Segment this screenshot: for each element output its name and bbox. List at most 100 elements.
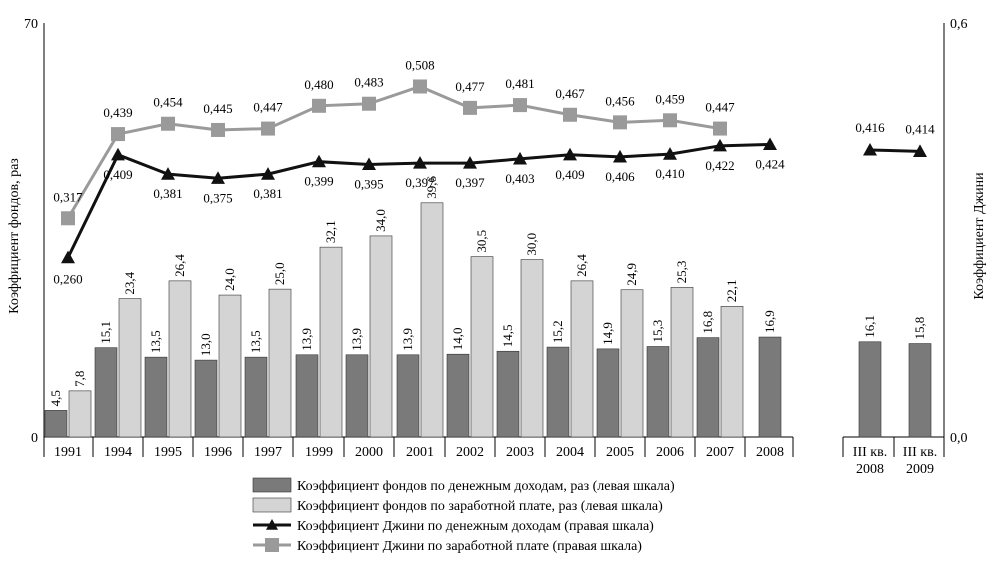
category-label: 1997: [254, 445, 282, 460]
right-tick-max: 0,6: [950, 17, 968, 32]
gini-money-income-marker: [362, 157, 376, 171]
bar-label-money-income: 16,8: [700, 311, 715, 334]
gini-money-income-label: 0,422: [705, 158, 734, 173]
category-label: 1999: [305, 445, 333, 460]
bar-label-money-income: 4,5: [48, 390, 63, 406]
bar-money-income: [446, 353, 470, 438]
gini-money-income-label: 0,410: [655, 166, 684, 181]
gini-wages-marker: [713, 121, 727, 136]
bar-label-wages: 24,0: [222, 268, 237, 291]
bar-money-income: [144, 356, 168, 438]
bar-label-money-income: 13,5: [148, 330, 163, 353]
legend: Коэффициент фондов по денежным доходам, …: [252, 477, 675, 554]
bar-money-income: [295, 354, 319, 438]
gini-money-income-label: 0,409: [103, 167, 132, 182]
gini-money-income-label: 0,399: [304, 174, 333, 189]
bar-wages: [420, 202, 444, 438]
bar-money-income: [758, 336, 782, 438]
right-tick-min: 0,0: [950, 431, 968, 446]
gini-money-income-marker: [663, 147, 677, 160]
bar-money-income: [858, 341, 882, 438]
bar-money-income: [244, 356, 268, 438]
category-label: 1991: [54, 445, 82, 460]
bar-label-wages: 22,1: [724, 280, 739, 303]
legend-label: Коэффициент Джини по денежным доходам (п…: [297, 519, 654, 534]
gini-money-income-label: 0,409: [555, 167, 584, 182]
gini-money-income-label: 0,381: [153, 186, 182, 201]
category-label: 2003: [506, 445, 534, 460]
gini-money-income-label: 0,414: [905, 121, 935, 136]
bar-money-income: [194, 359, 218, 438]
category-label: 2004: [556, 445, 584, 460]
category-label: 2006: [656, 445, 684, 460]
right-axis-title: Коэффициент Джини: [972, 172, 987, 300]
gini-money-income-marker: [713, 138, 727, 152]
legend-label: Коэффициент Джини по заработной плате (п…: [297, 539, 642, 554]
bar-wages: [570, 280, 594, 438]
bar-wages: [68, 390, 92, 438]
gini-wages-label: 0,447: [253, 100, 283, 115]
bar-wages: [319, 246, 343, 438]
bar-wages: [268, 288, 292, 438]
legend-swatch: [252, 497, 292, 513]
gini-money-income-marker: [513, 151, 527, 165]
gini-money-income-marker: [613, 149, 627, 163]
gini-wages-line: [66, 84, 721, 220]
bar-label-money-income: 13,0: [198, 333, 213, 356]
bar-wages: [520, 259, 544, 438]
gini-money-income-marker: [463, 156, 477, 169]
gini-wages-label: 0,477: [455, 79, 485, 94]
gini-money-income-label: 0,395: [354, 176, 383, 191]
bar-label-money-income: 13,9: [299, 328, 314, 351]
category-label: 2008: [756, 445, 784, 460]
bar-label-money-income: 14,5: [500, 324, 515, 347]
gini-money-income-marker: [312, 154, 326, 168]
gini-money-income-label: 0,424: [755, 156, 785, 171]
bar-label-wages: 39,6: [424, 176, 439, 199]
gini-wages-label: 0,456: [605, 93, 635, 108]
bar-label-wages: 24,9: [624, 263, 639, 286]
bar-wages: [118, 298, 142, 438]
legend-label: Коэффициент фондов по заработной плате, …: [297, 499, 663, 514]
gini-wages-marker: [663, 113, 677, 128]
bar-money-income: [546, 346, 570, 438]
bar-label-money-income: 14,0: [450, 327, 465, 350]
bar-wages: [620, 289, 644, 438]
category-label: 2002: [456, 445, 484, 460]
gini-wages-label: 0,481: [505, 76, 534, 91]
bar-label-wages: 25,0: [272, 262, 287, 285]
gini-money-income-marker: [61, 250, 75, 264]
category-label: III кв. 2009: [903, 445, 937, 477]
bar-wages: [720, 305, 744, 438]
gini-wages-marker: [613, 115, 627, 130]
category-label: 2007: [706, 445, 734, 460]
bar-label-wages: 26,4: [172, 254, 187, 277]
gini-wages-label: 0,459: [655, 91, 684, 106]
bar-label-wages: 30,5: [474, 230, 489, 253]
gini-wages-label: 0,508: [405, 57, 434, 72]
bar-wages: [168, 280, 192, 438]
gini-wages-label: 0,317: [53, 189, 83, 204]
bar-money-income: [94, 347, 118, 438]
gini-money-income-label: 0,406: [605, 169, 635, 184]
legend-marker: [265, 538, 279, 552]
bar-money-income: [646, 346, 670, 438]
gini-wages-marker: [563, 107, 577, 122]
gini-wages-label: 0,480: [304, 77, 333, 92]
legend-label: Коэффициент фондов по денежным доходам, …: [297, 479, 675, 494]
bar-money-income: [696, 337, 720, 438]
category-label: III кв. 2008: [853, 445, 887, 477]
gini-money-income-marker: [413, 156, 427, 169]
bar-money-income: [396, 354, 420, 438]
gini-money-income-label: 0,403: [505, 171, 534, 186]
bar-wages: [470, 256, 494, 438]
gini-wages-label: 0,467: [555, 86, 585, 101]
gini-wages-marker: [362, 96, 376, 111]
bar-label-money-income: 16,1: [862, 315, 877, 338]
gini-wages-marker: [111, 127, 125, 142]
gini-wages-marker: [61, 211, 75, 226]
bar-label-wages: 7,8: [72, 371, 87, 387]
left-tick-max: 70: [24, 17, 38, 32]
bar-label-money-income: 13,9: [349, 328, 364, 351]
bar-label-wages: 23,4: [122, 271, 137, 294]
